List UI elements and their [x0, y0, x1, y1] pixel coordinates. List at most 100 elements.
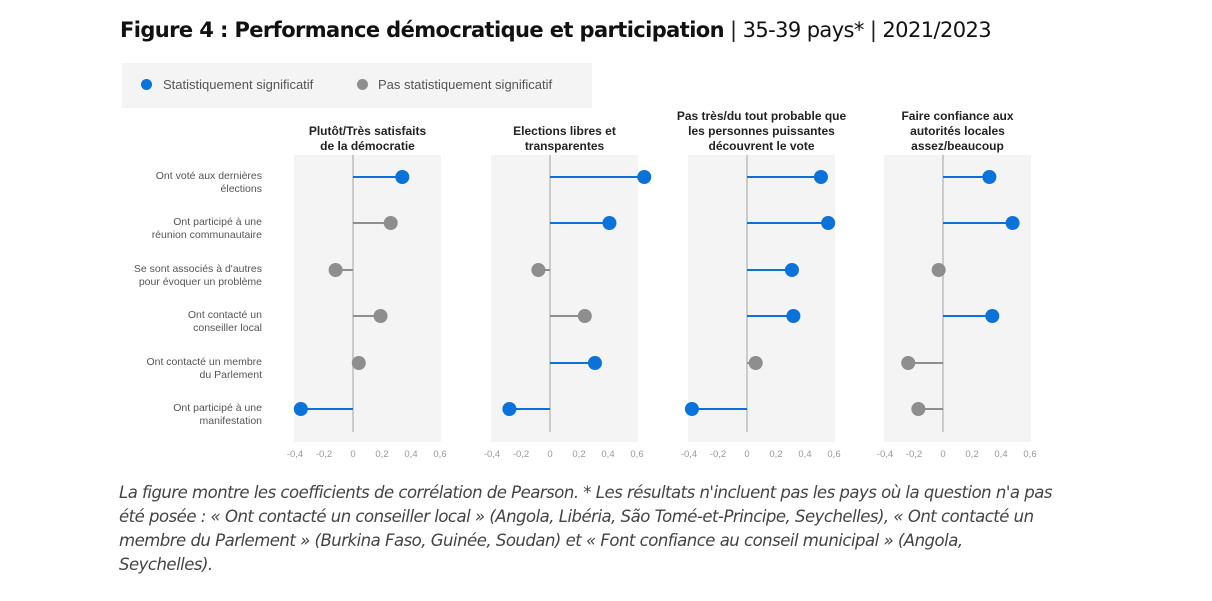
panel-title-line: transparentes	[525, 139, 605, 153]
panel-background	[294, 155, 441, 442]
data-point-significant	[602, 216, 617, 230]
data-point-not-significant	[911, 402, 926, 416]
data-point-significant	[637, 170, 652, 184]
legend-significant-label: Statistiquement significatif	[163, 77, 314, 92]
panel: Pas très/du tout probable que les personn…	[677, 109, 847, 460]
data-point-significant	[395, 170, 410, 184]
data-point-significant	[784, 263, 799, 277]
data-point-not-significant	[351, 356, 366, 370]
x-tick-label: -0,4	[877, 449, 893, 460]
category-label: Ont participé à une réunion communautaire	[152, 216, 262, 241]
x-tick-label: 0	[350, 449, 355, 460]
title-separator: |	[730, 18, 737, 42]
category-label-line: élections	[221, 183, 262, 195]
category-label-line: Se sont associés à d'autres	[134, 263, 262, 275]
figure-caption: La figure montre les coefficients de cor…	[119, 483, 1052, 574]
category-label: Ont participé à une manifestation	[173, 402, 262, 427]
data-point-significant	[821, 216, 836, 230]
data-point-not-significant	[328, 263, 343, 277]
data-point-significant	[1005, 216, 1020, 230]
legend-significant-dot	[141, 79, 152, 90]
x-tick-label: 0,2	[769, 449, 782, 460]
x-tick-label: 0,4	[994, 449, 1007, 460]
category-label: Ont voté aux dernières élections	[156, 170, 262, 195]
figure-title-main: Figure 4 : Performance démocratique et p…	[120, 18, 725, 42]
x-tick-label: 0,4	[798, 449, 811, 460]
data-point-significant	[684, 402, 699, 416]
panel-title: Pas très/du tout probable que les personn…	[677, 109, 847, 153]
category-label: Se sont associés à d'autres pour évoquer …	[134, 263, 262, 288]
panel-title-line: découvrent le vote	[708, 139, 814, 153]
x-tick-label: -0,2	[513, 449, 529, 460]
panel: Elections libres et transparentes -0,4 -0,2…	[484, 124, 652, 460]
data-point-significant	[786, 309, 801, 323]
panel-background	[884, 155, 1031, 442]
x-tick-label: -0,2	[906, 449, 922, 460]
panel-title-line: les personnes puissantes	[688, 124, 835, 138]
panel-background	[491, 155, 638, 442]
x-tick-label: 0,6	[433, 449, 446, 460]
panel-title-line: assez/beaucoup	[911, 139, 1004, 153]
category-label-line: Ont contacté un	[188, 309, 262, 321]
data-point-significant	[293, 402, 308, 416]
category-label-line: pour évoquer un problème	[139, 276, 262, 288]
category-label: Ont contacté un membre du Parlement	[146, 356, 262, 381]
figure-title: Figure 4 : Performance démocratique et p…	[120, 18, 992, 42]
panel-title-line: Faire confiance aux	[901, 109, 1013, 123]
data-point-not-significant	[748, 356, 763, 370]
data-point-significant	[587, 356, 602, 370]
x-tick-label: -0,2	[710, 449, 726, 460]
data-point-significant	[502, 402, 517, 416]
data-point-not-significant	[531, 263, 546, 277]
title-separator: |	[869, 18, 877, 42]
panel-title-line: autorités locales	[910, 124, 1005, 138]
panel-title: Faire confiance aux autorités locales asse…	[901, 109, 1013, 153]
panel: Faire confiance aux autorités locales asse…	[877, 109, 1037, 460]
category-label: Ont contacté un conseiller local	[188, 309, 262, 334]
x-tick-label: 0,2	[375, 449, 388, 460]
panel-background	[688, 155, 835, 442]
panel-title: Plutôt/Très satisfaits de la démocratie	[309, 124, 427, 153]
x-tick-label: -0,4	[681, 449, 697, 460]
category-label-line: conseiller local	[193, 322, 262, 334]
data-point-not-significant	[901, 356, 916, 370]
x-tick-label: -0,2	[316, 449, 332, 460]
x-tick-label: 0,2	[965, 449, 978, 460]
x-tick-label: 0	[547, 449, 552, 460]
x-tick-label: 0,6	[1023, 449, 1036, 460]
data-point-significant	[982, 170, 997, 184]
category-label-line: du Parlement	[200, 369, 263, 381]
title-countries: 35-39 pays*	[742, 18, 865, 42]
x-tick-label: 0,4	[601, 449, 614, 460]
panel-title-line: Pas très/du tout probable que	[677, 109, 847, 123]
panel: Plutôt/Très satisfaits de la démocratie -0…	[287, 124, 447, 460]
panel-title-line: Plutôt/Très satisfaits	[309, 124, 427, 138]
panel-title: Elections libres et transparentes	[513, 124, 616, 153]
category-label-line: manifestation	[200, 415, 263, 427]
category-label-line: Ont contacté un membre	[146, 356, 262, 368]
x-tick-label: 0	[744, 449, 749, 460]
x-tick-label: 0,2	[572, 449, 585, 460]
x-tick-label: 0,4	[404, 449, 417, 460]
x-tick-label: -0,4	[484, 449, 500, 460]
category-label-line: Ont participé à une	[173, 402, 262, 414]
data-point-significant	[985, 309, 1000, 323]
x-tick-label: 0,6	[827, 449, 840, 460]
legend-not-significant-label: Pas statistiquement significatif	[378, 77, 553, 92]
category-label-line: réunion communautaire	[152, 229, 262, 241]
data-point-not-significant	[383, 216, 398, 230]
panel-title-line: de la démocratie	[320, 139, 415, 153]
x-tick-label: 0,6	[630, 449, 643, 460]
title-years: 2021/2023	[882, 18, 991, 42]
category-label-line: Ont participé à une	[173, 216, 262, 228]
data-point-not-significant	[373, 309, 388, 323]
panel-title-line: Elections libres et	[513, 124, 616, 138]
data-point-not-significant	[577, 309, 592, 323]
category-label-line: Ont voté aux dernières	[156, 170, 262, 182]
legend: Statistiquement significatif Pas statist…	[122, 63, 592, 108]
data-point-significant	[813, 170, 828, 184]
legend-not-significant-dot	[357, 79, 368, 90]
x-tick-label: -0,4	[287, 449, 303, 460]
data-point-not-significant	[931, 263, 946, 277]
